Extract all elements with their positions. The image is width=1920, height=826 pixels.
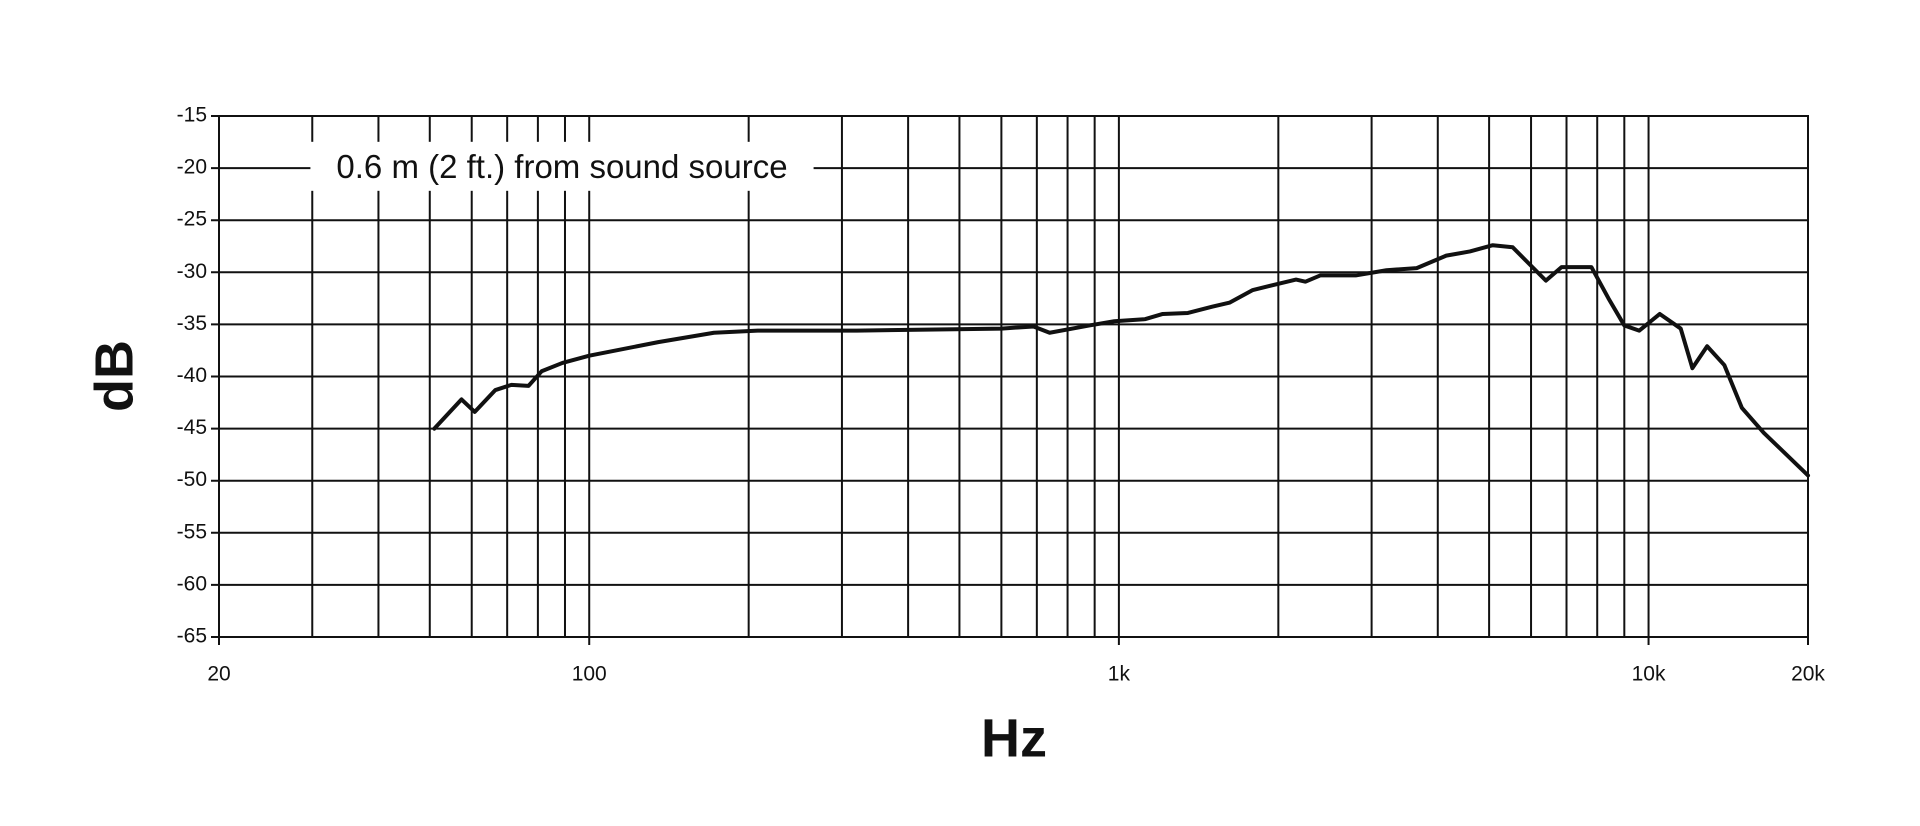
x-tick-label: 100	[572, 663, 607, 686]
y-tick-label: -20	[177, 156, 207, 179]
annotation: 0.6 m (2 ft.) from sound source	[336, 148, 787, 185]
y-tick-label: -45	[177, 416, 207, 439]
y-tick-label: -55	[177, 520, 207, 543]
x-tick-label: 1k	[1108, 663, 1131, 686]
y-tick-label: -50	[177, 468, 207, 491]
plot	[432, 243, 1810, 478]
x-tick-label: 20	[207, 663, 230, 686]
y-axis-title: dB	[84, 340, 144, 412]
y-tick-label: -65	[177, 625, 207, 648]
y-tick-label: -60	[177, 572, 207, 595]
x-tick-label: 20k	[1791, 663, 1825, 686]
response-curve	[432, 243, 1810, 478]
y-tick-label: -15	[177, 104, 207, 127]
x-axis-title: Hz	[981, 708, 1047, 768]
grid	[211, 115, 1809, 645]
plot-frame	[218, 115, 1809, 638]
x-tick-label: 10k	[1632, 663, 1666, 686]
y-tick-label: -35	[177, 312, 207, 335]
y-tick-label: -30	[177, 260, 207, 283]
y-tick-label: -40	[177, 364, 207, 387]
y-tick-label: -25	[177, 208, 207, 231]
annotation-box	[310, 141, 814, 191]
